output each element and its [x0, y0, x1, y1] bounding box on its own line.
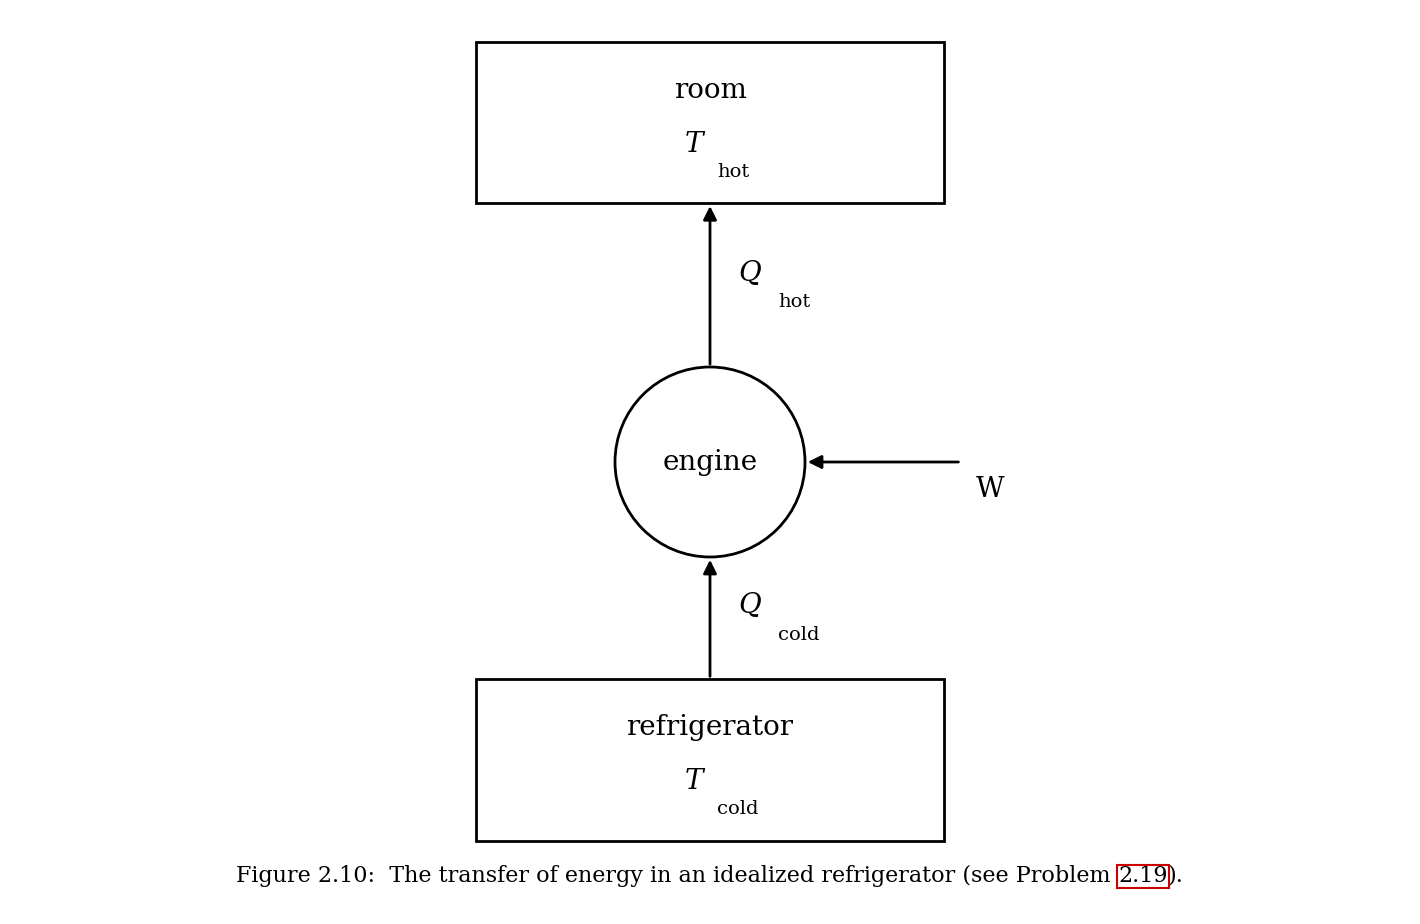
Ellipse shape [615, 367, 805, 557]
Text: 2.19: 2.19 [1118, 865, 1167, 887]
Text: T: T [684, 130, 703, 157]
Text: refrigerator: refrigerator [626, 714, 794, 741]
Text: hot: hot [778, 294, 811, 311]
Text: ).: ). [1167, 865, 1183, 887]
Text: Q: Q [738, 260, 761, 286]
Text: W: W [976, 476, 1004, 504]
Text: cold: cold [717, 800, 758, 818]
Text: T: T [684, 768, 703, 795]
Text: cold: cold [778, 626, 819, 644]
Text: room: room [673, 77, 747, 103]
Text: engine: engine [663, 448, 757, 476]
Text: hot: hot [717, 163, 750, 180]
Bar [476, 42, 944, 203]
Text: Q: Q [738, 592, 761, 619]
Bar [476, 679, 944, 841]
Text: Figure 2.10:  The transfer of energy in an idealized refrigerator (see Problem: Figure 2.10: The transfer of energy in a… [237, 865, 1118, 887]
